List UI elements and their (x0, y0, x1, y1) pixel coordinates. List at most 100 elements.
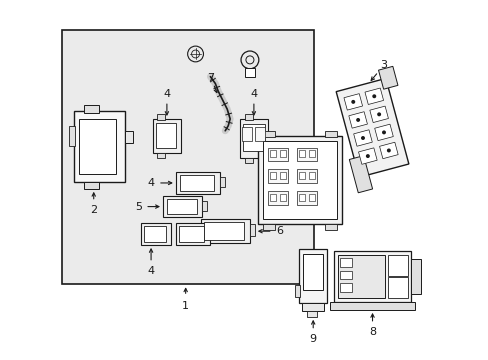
Bar (244, 114, 252, 120)
Bar (83, 182, 99, 189)
Bar (337, 255, 385, 298)
Bar (299, 194, 305, 201)
Polygon shape (348, 156, 372, 193)
Circle shape (355, 118, 359, 122)
Bar (204, 222, 244, 240)
Polygon shape (379, 142, 397, 159)
Circle shape (365, 154, 369, 158)
Bar (257, 136, 341, 224)
Bar (244, 68, 254, 77)
Circle shape (386, 149, 390, 152)
Bar (141, 223, 170, 245)
Polygon shape (343, 94, 362, 110)
Bar (279, 172, 285, 179)
Circle shape (371, 94, 375, 98)
Bar (163, 196, 202, 217)
Polygon shape (335, 78, 408, 177)
Bar (153, 119, 181, 153)
Bar (156, 123, 175, 148)
Bar (262, 141, 336, 219)
Text: 5: 5 (135, 202, 142, 212)
Bar (220, 177, 225, 187)
Bar (175, 172, 220, 194)
Bar (202, 201, 207, 211)
Text: 3: 3 (379, 60, 386, 70)
Bar (299, 172, 305, 179)
Text: 1: 1 (182, 301, 189, 311)
Bar (329, 302, 414, 310)
Bar (62, 30, 314, 284)
Bar (74, 111, 125, 182)
Circle shape (381, 130, 385, 134)
Bar (297, 191, 317, 204)
Text: 2: 2 (90, 204, 97, 215)
Bar (144, 226, 165, 242)
Bar (267, 169, 287, 183)
Bar (244, 158, 252, 163)
Bar (243, 124, 264, 152)
Polygon shape (378, 66, 397, 89)
Polygon shape (353, 130, 371, 146)
Text: 4: 4 (250, 89, 257, 99)
Text: 4: 4 (147, 266, 154, 276)
Bar (308, 150, 315, 157)
Bar (279, 194, 285, 201)
Polygon shape (348, 112, 366, 128)
Bar (339, 271, 351, 279)
Bar (306, 311, 317, 317)
Bar (297, 148, 317, 161)
Bar (240, 119, 267, 158)
Bar (269, 150, 275, 157)
Bar (299, 249, 326, 303)
Bar (200, 219, 249, 243)
Bar (242, 127, 251, 141)
Polygon shape (358, 148, 376, 164)
Circle shape (360, 136, 364, 140)
Polygon shape (364, 88, 383, 104)
Bar (308, 172, 315, 179)
Bar (333, 251, 410, 302)
Bar (249, 224, 254, 236)
Bar (157, 114, 164, 120)
Bar (262, 131, 274, 137)
Bar (269, 194, 275, 201)
Bar (157, 153, 164, 158)
Bar (179, 226, 204, 242)
Text: 8: 8 (368, 327, 375, 337)
Circle shape (350, 100, 354, 104)
Bar (387, 278, 407, 298)
Bar (69, 126, 75, 145)
Bar (279, 150, 285, 157)
Bar (267, 148, 287, 161)
Bar (83, 105, 99, 113)
Bar (387, 255, 407, 276)
Bar (410, 259, 420, 294)
Polygon shape (369, 106, 387, 122)
Bar (308, 194, 315, 201)
Bar (299, 150, 305, 157)
Bar (339, 258, 351, 267)
Text: 7: 7 (206, 73, 214, 82)
Bar (175, 223, 210, 245)
Text: 9: 9 (309, 333, 316, 343)
Bar (297, 169, 317, 183)
Bar (269, 172, 275, 179)
Text: 6: 6 (276, 226, 283, 236)
Circle shape (376, 112, 380, 116)
Bar (79, 119, 116, 174)
Bar (295, 285, 300, 297)
Bar (262, 224, 274, 230)
Bar (339, 283, 351, 292)
Bar (303, 254, 323, 290)
Bar (180, 175, 214, 191)
Text: 4: 4 (163, 89, 170, 99)
Bar (254, 127, 264, 141)
Bar (125, 131, 133, 143)
Bar (325, 224, 336, 230)
Bar (302, 303, 324, 311)
Polygon shape (374, 124, 392, 141)
Bar (267, 191, 287, 204)
Bar (166, 199, 196, 215)
Bar (325, 131, 336, 137)
Text: 4: 4 (147, 178, 154, 188)
